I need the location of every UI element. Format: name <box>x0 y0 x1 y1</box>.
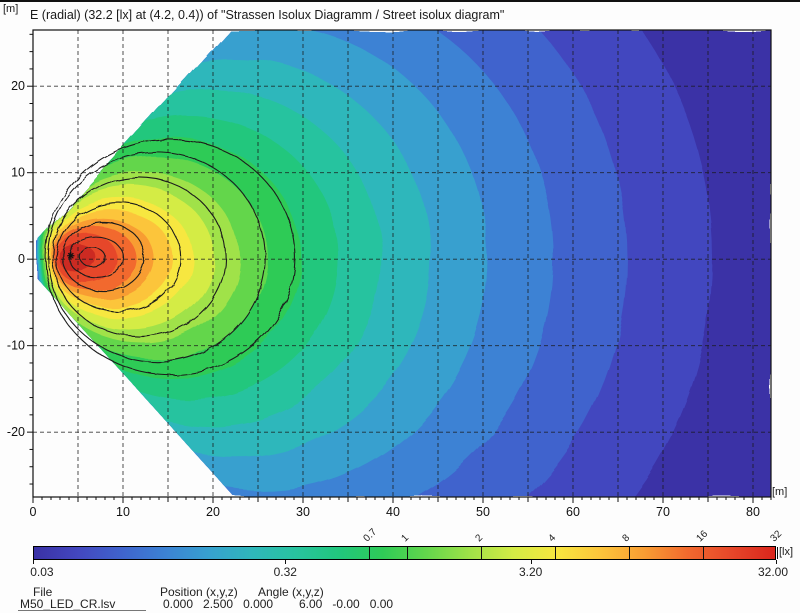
angle-values: 6.00 -0.00 0.00 <box>299 597 394 611</box>
colorbar-contour-tick <box>481 547 483 559</box>
colorbar-scale-label: 0.03 <box>30 565 54 579</box>
contour-line <box>79 246 106 268</box>
y-tick-label: -10 <box>7 339 25 353</box>
x-tick-label: 10 <box>116 505 130 519</box>
contour-line <box>55 201 182 313</box>
colorbar-contour-label: 8 <box>620 532 633 545</box>
x-axis-unit-label: [m] <box>772 486 788 498</box>
isolux-fill-layer <box>37 30 771 497</box>
y-axis-unit-label: [m] <box>3 3 19 15</box>
colorbar-scale-label: 0.32 <box>273 565 297 579</box>
colorbar-contour-label: 1 <box>399 532 411 545</box>
y-tick-label: 0 <box>18 252 25 266</box>
footer-divider <box>18 610 146 611</box>
x-tick-label: 80 <box>746 505 760 519</box>
file-value: M50_LED_CR.lsv <box>20 597 116 611</box>
colorbar-scale-label: 3.20 <box>518 565 543 579</box>
colorbar-contour-tick <box>407 547 409 559</box>
colorbar-contour-tick <box>554 547 556 559</box>
y-tick-label: 20 <box>11 79 25 93</box>
colorbar-scale-tick <box>776 560 777 564</box>
colorbar-contour-tick <box>369 547 371 559</box>
colorbar-contour-label: 4 <box>546 532 559 545</box>
colorbar-scale-tick <box>33 560 34 564</box>
colorbar-gradient <box>33 546 778 560</box>
colorbar-contour-tick <box>628 547 630 559</box>
x-tick-label: 30 <box>296 505 310 519</box>
y-tick-label: -20 <box>7 425 25 439</box>
position-values: 0.000 2.500 0.000 <box>163 597 274 611</box>
colorbar-scale-tick <box>530 560 532 564</box>
contour-line <box>62 221 146 293</box>
x-tick-label: 0 <box>30 505 37 519</box>
colorbar-contour-label: 32 <box>768 528 785 545</box>
contour-layer <box>45 138 296 376</box>
diagram-title: E (radial) (32.2 [lx] at (4.2, 0.4)) of … <box>30 8 505 22</box>
x-tick-label: 60 <box>566 505 580 519</box>
position-label: Position (x,y,z) <box>160 585 238 599</box>
colorbar: 0.7 1 2 4 8 16 32 0.03 0.32 3.20 32.00 <box>0 518 800 582</box>
colorbar-scale-label: 32.00 <box>757 565 789 579</box>
colorbar-contour-label: 2 <box>473 532 485 545</box>
isolux-band <box>58 244 96 272</box>
y-tick-label: 10 <box>11 166 25 180</box>
window-top-border <box>0 0 800 2</box>
isolux-plot: 0 10 20 30 40 50 60 70 80 -20 -10 0 10 20 <box>7 29 772 519</box>
colorbar-scale-tick <box>285 560 287 564</box>
colorbar-contour-label: 0.7 <box>361 526 379 545</box>
contour-line <box>45 138 296 376</box>
file-label: File <box>33 585 53 599</box>
x-tick-label: 50 <box>476 505 490 519</box>
x-tick-label: 20 <box>206 505 220 519</box>
colorbar-contour-tick <box>776 547 778 559</box>
grid-layer <box>33 30 771 497</box>
angle-label: Angle (x,y,z) <box>258 585 324 599</box>
contour-line <box>47 151 266 363</box>
colorbar-unit-label: [lx] <box>779 546 794 558</box>
x-tick-label: 40 <box>386 505 400 519</box>
contour-line <box>52 176 227 338</box>
max-point-marker <box>67 252 75 260</box>
colorbar-contour-tick <box>702 547 704 559</box>
axes-layer: 0 10 20 30 40 50 60 70 80 -20 -10 0 10 20 <box>7 29 772 519</box>
x-tick-label: 70 <box>656 505 670 519</box>
colorbar-contour-label: 16 <box>694 528 711 545</box>
